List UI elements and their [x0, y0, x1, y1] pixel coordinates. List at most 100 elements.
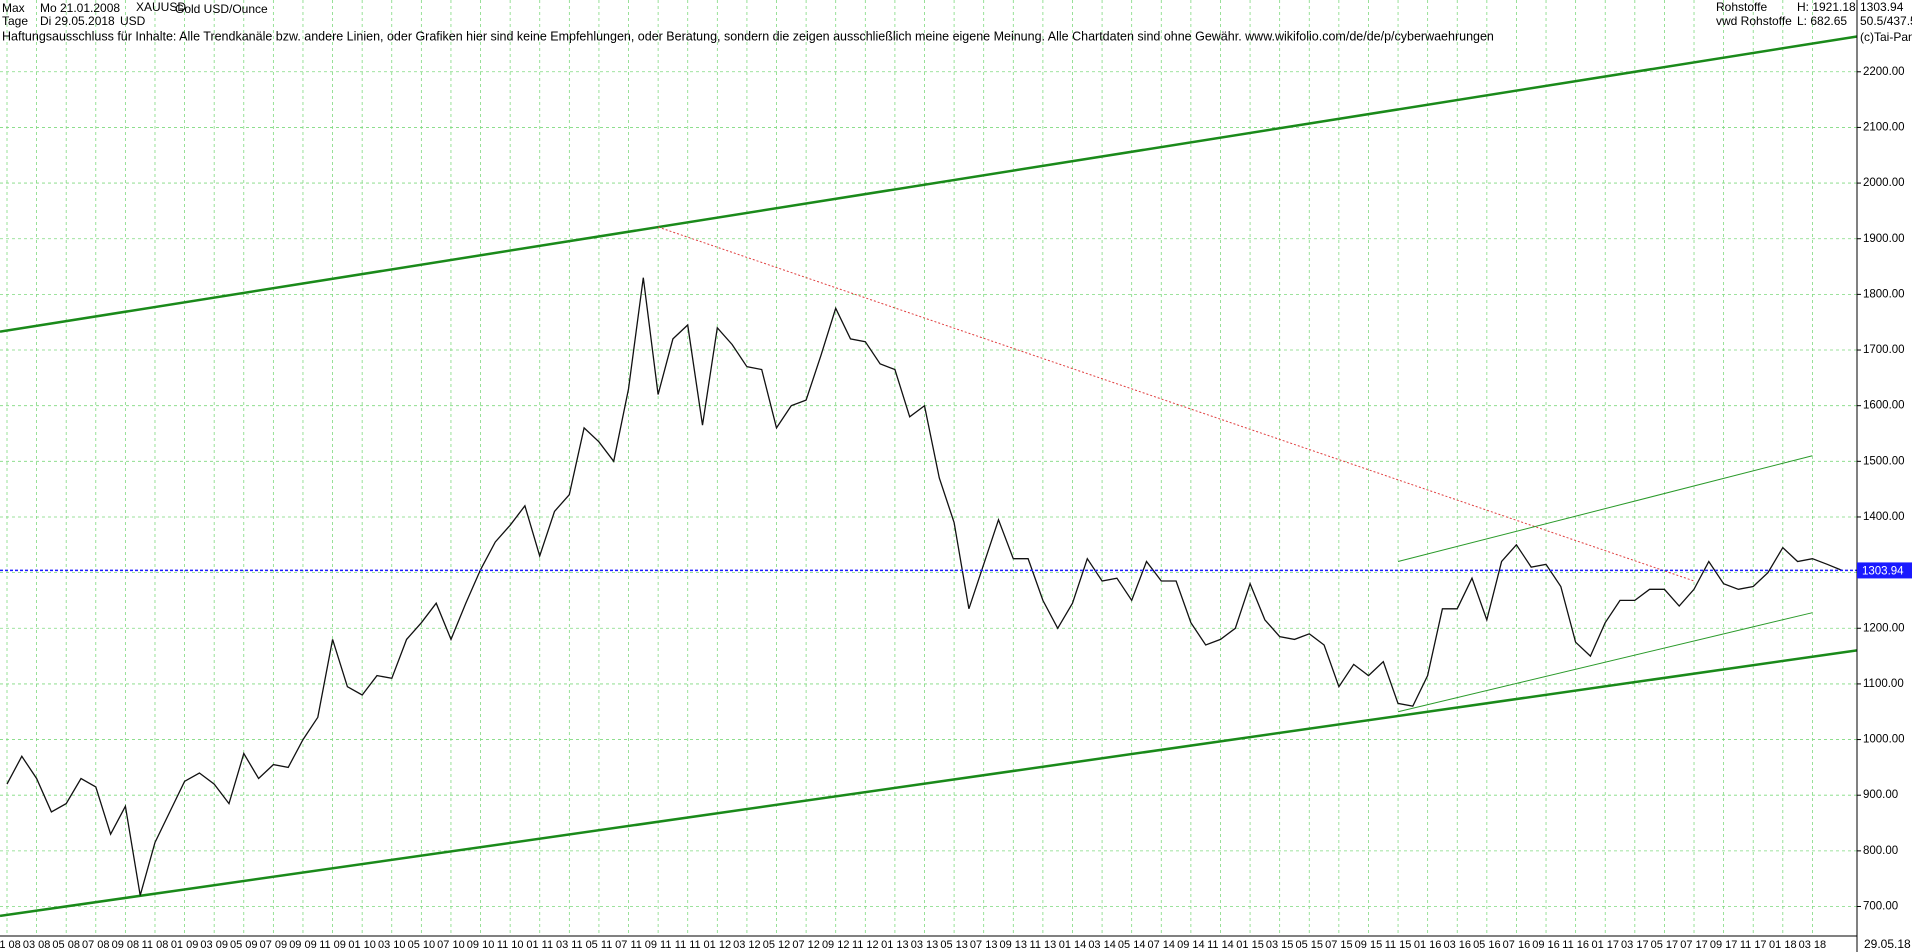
y-tick-label: 900.00: [1863, 789, 1898, 801]
x-tick-label: 09 15: [1355, 939, 1383, 951]
x-tick-label: 05 16: [1473, 939, 1501, 951]
x-tick-label: 11 11: [675, 939, 701, 951]
x-tick-label: 09 08: [112, 939, 140, 951]
x-tick-label: 01 08: [0, 939, 21, 951]
x-tick-label: 09 17: [1710, 939, 1738, 951]
plot: [0, 0, 1858, 936]
x-tick-label: 07 14: [1148, 939, 1176, 951]
x-tick-label: 09 16: [1532, 939, 1560, 951]
y-tick-label: 1200.00: [1863, 622, 1905, 634]
x-tick-label: 11 09: [319, 939, 346, 951]
x-tick-label: 11 14: [1207, 939, 1234, 951]
x-tick-label: 03 08: [23, 939, 51, 951]
source: vwd Rohstoffe: [1716, 14, 1792, 28]
x-tick-label: 07 15: [1325, 939, 1353, 951]
y-tick-label: 1800.00: [1863, 288, 1905, 300]
x-tick-label: 05 12: [763, 939, 791, 951]
x-tick-label: 01 18: [1769, 939, 1797, 951]
currency: USD: [120, 14, 146, 28]
trend-line: [1397, 455, 1813, 562]
x-tick-label: 11 17: [1740, 939, 1767, 951]
last-price-box: [1857, 562, 1912, 579]
x-tick-label: 03 10: [378, 939, 406, 951]
x-tick-label: 05 09: [230, 939, 258, 951]
x-tick-label: 01 15: [1236, 939, 1264, 951]
x-tick-label: 09 09: [289, 939, 317, 951]
x-tick-label: 09 12: [822, 939, 850, 951]
x-tick-label: 05 13: [940, 939, 968, 951]
x-tick-label: 03 11: [556, 939, 583, 951]
y-tick-label: 800.00: [1863, 845, 1898, 857]
end-date: Di 29.05.2018: [40, 14, 115, 28]
low: L: 682.65: [1797, 14, 1847, 28]
price-line: [6, 277, 1843, 896]
y-tick-label: 2000.00: [1863, 177, 1905, 189]
market: Rohstoffe: [1716, 0, 1767, 14]
last-price: 1303.94: [1860, 0, 1904, 14]
x-tick-label: 03 14: [1088, 939, 1116, 951]
ratio: 50.5/437.5: [1860, 14, 1912, 28]
instrument: Gold USD/Ounce: [175, 2, 268, 16]
y-tick-label: 1400.00: [1863, 511, 1905, 523]
last-price-label: 1303.94: [1862, 565, 1904, 577]
x-tick-label: 01 12: [704, 939, 732, 951]
y-tick-label: 2200.00: [1863, 66, 1905, 78]
start-date: Mo 21.01.2008: [40, 1, 120, 15]
x-tick-label: 07 11: [615, 939, 642, 951]
x-tick-label: 05 15: [1295, 939, 1323, 951]
x-tick-label: 11 16: [1562, 939, 1589, 951]
y-tick-label: 1600.00: [1863, 400, 1905, 412]
x-tick-label: 03 17: [1621, 939, 1649, 951]
x-tick-label: 11 08: [142, 939, 169, 951]
trend-line: [1397, 612, 1813, 713]
y-tick-label: 1900.00: [1863, 233, 1905, 245]
x-tick-label: 01 16: [1414, 939, 1442, 951]
x-tick-label: 05 11: [586, 939, 613, 951]
x-tick-label: 01 13: [881, 939, 909, 951]
x-tick-label: 07 08: [82, 939, 110, 951]
x-tick-label: 05 17: [1651, 939, 1679, 951]
x-tick-label: 05 10: [408, 939, 436, 951]
y-tick-label: 2100.00: [1863, 121, 1905, 133]
y-tick-label: 1100.00: [1863, 678, 1904, 690]
x-tick-label: 03 15: [1266, 939, 1294, 951]
high: H: 1921.18: [1797, 0, 1856, 14]
x-tick-label: 11 12: [852, 939, 879, 951]
x-tick-label: 03 09: [200, 939, 228, 951]
x-tick-label: 03 16: [1443, 939, 1471, 951]
x-tick-label: 07 13: [970, 939, 998, 951]
x-tick-label: 07 17: [1680, 939, 1708, 951]
x-tick-label: 05 08: [52, 939, 80, 951]
x-tick-label: 11 10: [497, 939, 524, 951]
copyright: (c)Tai-Pan: [1860, 30, 1912, 44]
x-tick-label: 09 14: [1177, 939, 1205, 951]
y-tick-label: 1700.00: [1863, 344, 1905, 356]
x-tick-label: 07 12: [792, 939, 820, 951]
x-tick-label: 01 10: [348, 939, 376, 951]
x-tick-label: 03 12: [733, 939, 761, 951]
y-tick-label: 1500.00: [1863, 455, 1905, 467]
x-tick-label: 09 11: [645, 939, 672, 951]
x-tick-label: 11 15: [1385, 939, 1412, 951]
trend-line: [0, 649, 1858, 918]
end-date-label: 29.05.18: [1864, 937, 1911, 951]
x-tick-label: 07 09: [260, 939, 288, 951]
x-tick-label: 01 09: [171, 939, 199, 951]
x-tick-label: 11 13: [1030, 939, 1057, 951]
x-tick-label: 03 18: [1799, 939, 1827, 951]
x-tick-label: 07 16: [1503, 939, 1531, 951]
y-tick-label: 1000.00: [1863, 734, 1905, 746]
symbol: XAUUSD: [136, 0, 186, 14]
x-tick-label: 01 17: [1591, 939, 1619, 951]
range[interactable]: Max: [2, 1, 25, 15]
x-tick-label: 09 13: [1000, 939, 1028, 951]
disclaimer: Haftungsausschluss für Inhalte: Alle Tre…: [2, 29, 1494, 43]
period[interactable]: Tage: [2, 14, 28, 28]
trend-line: [0, 35, 1858, 333]
x-tick-label: 07 10: [437, 939, 465, 951]
x-tick-label: 01 11: [526, 939, 553, 951]
x-tick-label: 09 10: [467, 939, 495, 951]
